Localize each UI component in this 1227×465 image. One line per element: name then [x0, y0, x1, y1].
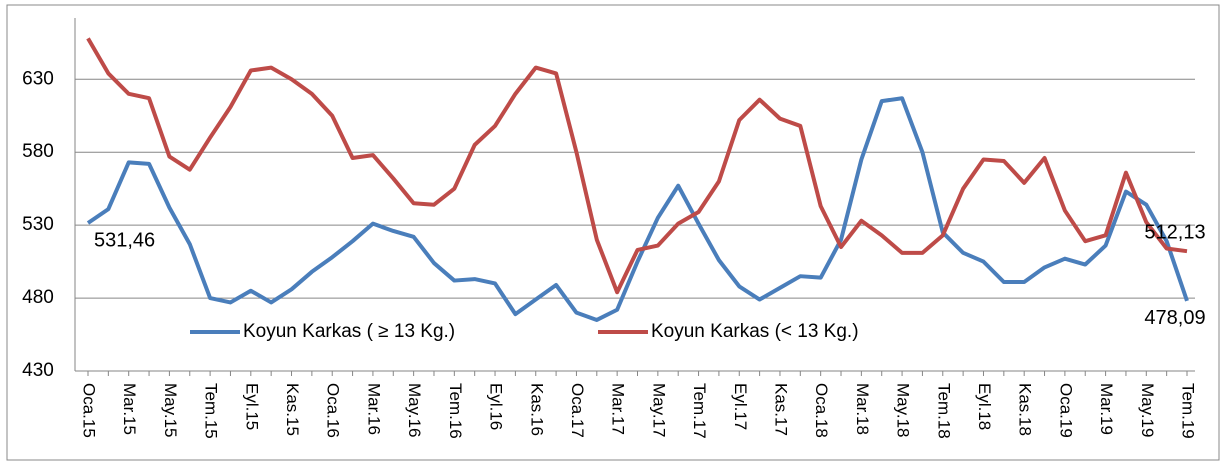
x-tick-label: Mar.15 — [120, 383, 139, 435]
y-tick-label: 580 — [22, 141, 54, 162]
x-tick-label: Eyl.15 — [242, 383, 261, 430]
x-tick-label: Kas.15 — [283, 383, 302, 436]
x-tick-label: Eyl.17 — [731, 383, 750, 430]
series-line — [86, 37, 1188, 295]
y-tick-label: 530 — [22, 214, 54, 235]
x-tick-label: Mar.17 — [609, 383, 628, 435]
x-tick-label: Eyl.18 — [975, 383, 994, 430]
x-tick-label: Oca.18 — [812, 383, 831, 438]
x-tick-label: Mar.18 — [853, 383, 872, 435]
legend-label: Koyun Karkas ( ≥ 13 Kg.) — [243, 321, 455, 342]
x-tick-label: May.17 — [649, 383, 668, 438]
x-tick-label: Oca.19 — [1056, 383, 1075, 438]
x-tick-label: May.16 — [405, 383, 424, 438]
y-tick-label: 630 — [22, 68, 54, 89]
x-tick-label: Eyl.16 — [487, 383, 506, 430]
x-tick-label: Tem.16 — [446, 383, 465, 439]
x-tick-label: Kas.17 — [771, 383, 790, 436]
x-tick-label: Kas.16 — [527, 383, 546, 436]
chart-border — [6, 4, 1220, 461]
data-label: 531,46 — [94, 229, 155, 251]
x-tick-label: May.15 — [161, 383, 180, 438]
y-tick-label: 430 — [22, 360, 54, 381]
x-tick-label: Tem.17 — [690, 383, 709, 439]
data-label: 512,13 — [1144, 221, 1205, 243]
x-tick-label: Oca.17 — [568, 383, 587, 438]
x-tick-label: Tem.15 — [202, 383, 221, 439]
x-tick-label: Mar.16 — [364, 383, 383, 435]
y-tick-label: 480 — [22, 287, 54, 308]
series-line — [86, 96, 1189, 322]
x-tick-label: Oca.15 — [80, 383, 99, 438]
x-tick-label: Tem.19 — [1179, 383, 1198, 439]
x-tick-label: May.19 — [1138, 383, 1157, 438]
x-tick-label: Kas.18 — [1016, 383, 1035, 436]
data-label: 478,09 — [1144, 307, 1205, 329]
x-tick-label: May.18 — [894, 383, 913, 438]
x-tick-label: Mar.19 — [1097, 383, 1116, 435]
x-tick-label: Oca.16 — [324, 383, 343, 438]
x-tick-label: Tem.18 — [934, 383, 953, 439]
legend-label: Koyun Karkas (< 13 Kg.) — [651, 321, 859, 342]
